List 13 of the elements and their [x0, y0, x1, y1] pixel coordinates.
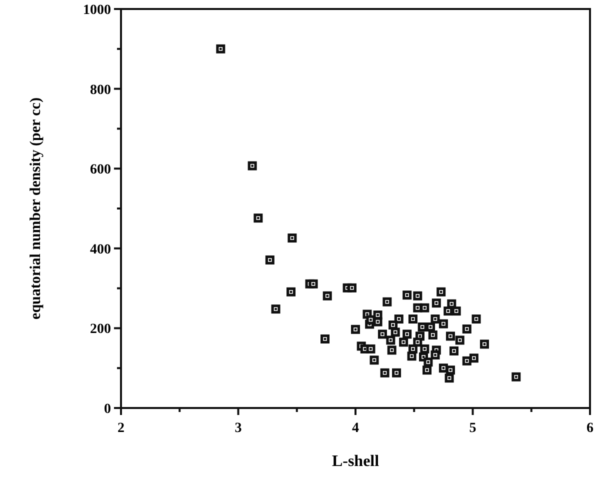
- x-tick-label: 4: [352, 421, 359, 436]
- x-tick-label: 2: [118, 421, 124, 436]
- x-tick-label: 6: [586, 421, 594, 436]
- x-tick-label: 5: [469, 421, 476, 436]
- y-axis-title: equatorial number density (per cc): [28, 98, 44, 320]
- y-tick-label: 200: [90, 322, 111, 338]
- x-axis-title: L-shell: [332, 453, 380, 470]
- y-tick-label: 600: [90, 162, 111, 178]
- y-tick-label: 0: [104, 402, 111, 417]
- x-tick-label: 3: [234, 421, 242, 436]
- y-tick-label: 400: [90, 242, 111, 258]
- y-tick-label: 800: [90, 82, 111, 98]
- y-tick-label: 1000: [83, 3, 111, 18]
